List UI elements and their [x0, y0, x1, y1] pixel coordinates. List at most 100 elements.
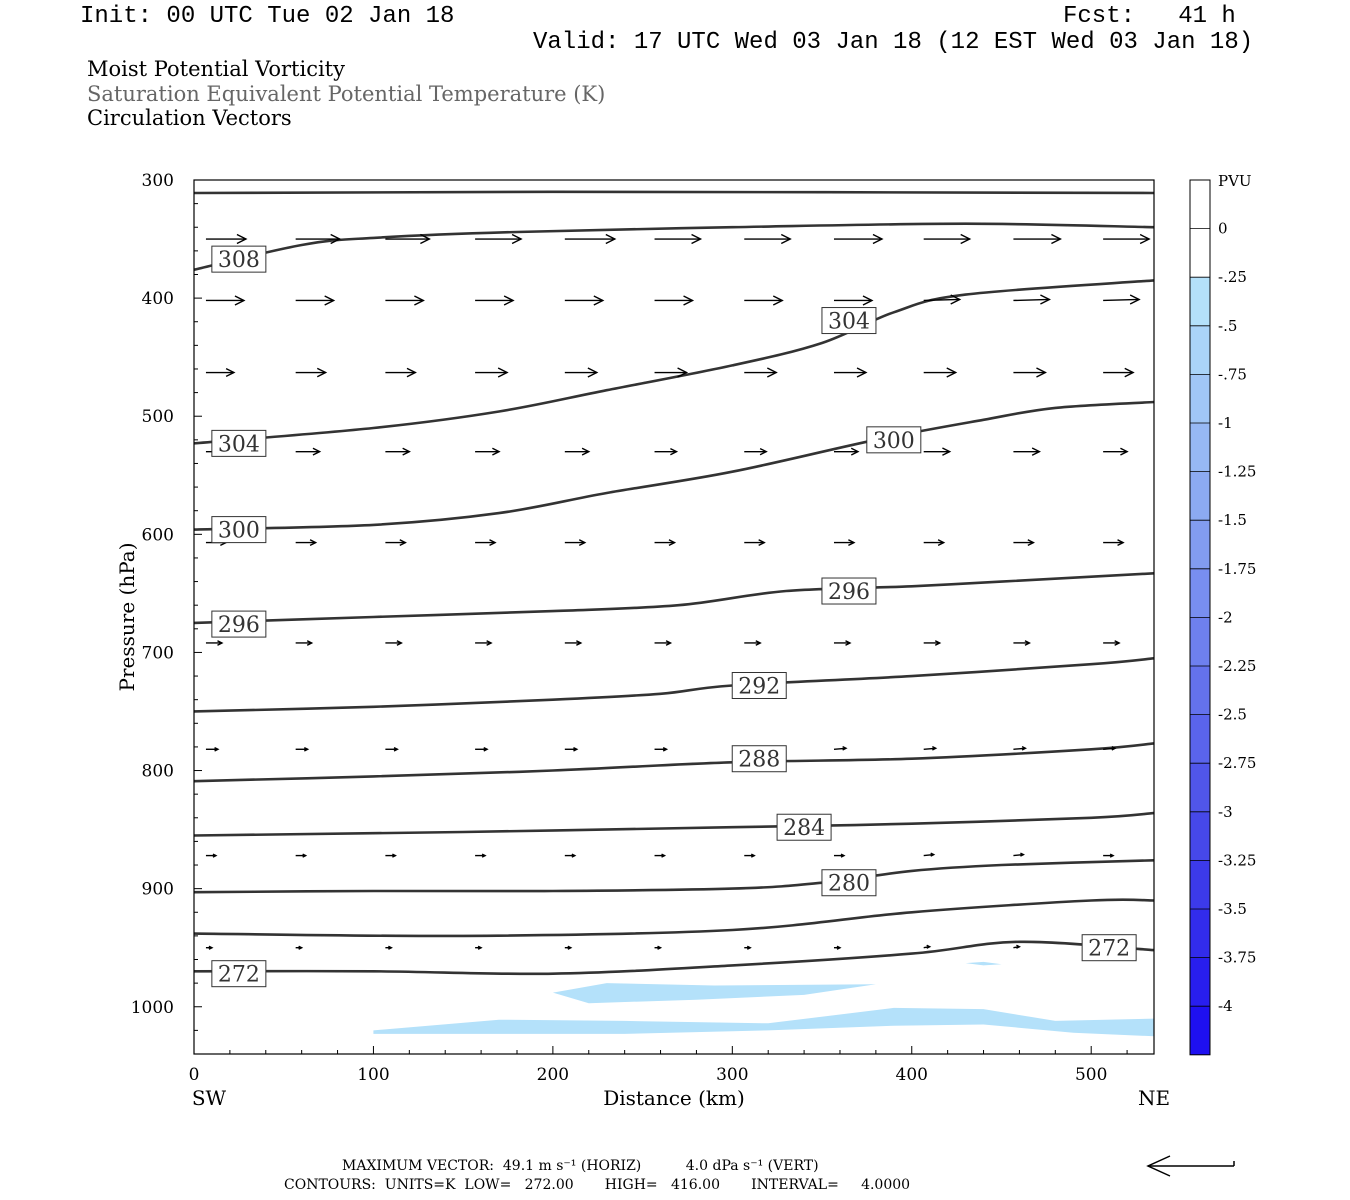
x-tick-label: 0 — [189, 1065, 200, 1085]
vector-head — [312, 447, 322, 456]
contour-label-box — [211, 245, 267, 273]
vector-head — [481, 853, 487, 858]
contour-label-272: 272 — [1081, 934, 1137, 962]
vector-head — [932, 745, 938, 751]
vector-head — [937, 539, 946, 547]
circulation-vector — [923, 944, 932, 949]
colorbar-label: 0 — [1218, 220, 1228, 238]
x-axis-label: Distance (km) — [603, 1086, 745, 1110]
title-theta-es: Saturation Equivalent Potential Temperat… — [87, 82, 606, 106]
colorbar-swatch — [1190, 228, 1210, 278]
circulation-vector — [923, 640, 942, 646]
vector-head — [214, 746, 220, 752]
colorbar-label: -3 — [1218, 803, 1233, 821]
colorbar-swatch — [1190, 957, 1210, 1007]
vector-head — [578, 539, 587, 547]
forecast-hour: Fcst: 41 h — [1063, 3, 1236, 30]
contour-276 — [194, 898, 1154, 938]
circulation-vector — [1013, 745, 1027, 751]
vector-head — [836, 945, 842, 950]
colorbar-swatch — [1190, 1006, 1210, 1055]
contour-292 — [194, 657, 1154, 713]
x-tick-label: 200 — [537, 1065, 569, 1085]
vector-head — [668, 539, 677, 547]
x-tick-label: 500 — [1075, 1065, 1107, 1085]
colorbar-label: -1 — [1218, 414, 1233, 432]
circulation-vector — [833, 745, 848, 751]
vector-head — [208, 945, 214, 950]
contour-label-280: 280 — [821, 869, 877, 897]
vector-head — [1139, 233, 1151, 245]
circulation-vector — [475, 447, 501, 456]
vector-head — [489, 539, 497, 547]
contour-284 — [194, 811, 1154, 837]
contour-label-text: 288 — [738, 748, 780, 773]
circulation-vector — [1103, 367, 1135, 378]
circulation-vector — [1013, 294, 1051, 305]
colorbar-swatch — [1190, 909, 1210, 958]
circulation-vector — [385, 295, 425, 306]
circulation-vector — [205, 853, 218, 858]
circulation-vector — [923, 447, 952, 456]
circulation-vector — [744, 640, 762, 646]
vector-head — [1111, 745, 1117, 751]
colorbar-label: -.25 — [1218, 268, 1247, 286]
vector-head — [1120, 447, 1129, 456]
vector-head — [842, 745, 848, 751]
contour-label-text: 304 — [218, 432, 260, 457]
contour-label-box — [211, 610, 267, 638]
pv-shaded-region — [552, 983, 876, 1004]
circulation-vector — [833, 367, 868, 378]
x-tick-label: 300 — [716, 1065, 748, 1085]
vector-head — [396, 640, 403, 646]
contour-label-text: 296 — [218, 613, 260, 638]
contour-label-box — [211, 516, 267, 544]
circulation-vector — [923, 852, 936, 857]
vector-head — [324, 295, 336, 306]
vector-head — [1117, 539, 1125, 547]
contour-labels: 272 272 280 284 288 292 296 296 300 300 304 304 308 — [211, 245, 1137, 988]
contour-label-text: 280 — [828, 872, 870, 897]
circulation-vector — [564, 746, 579, 752]
pv-shaded-region — [373, 1007, 1154, 1037]
colorbar-label: -2.25 — [1218, 657, 1256, 675]
vector-head — [665, 640, 673, 646]
colorbar-label: -4 — [1218, 997, 1233, 1015]
circulation-vector — [1013, 944, 1021, 949]
circulation-vector — [564, 539, 587, 547]
y-tick-label: 300 — [142, 171, 174, 191]
x-end-label-sw: SW — [192, 1086, 227, 1110]
colorbar-swatch — [1190, 714, 1210, 764]
circulation-vector — [923, 539, 946, 547]
circulation-vector — [1013, 233, 1062, 245]
circulation-vector — [1013, 539, 1035, 547]
pv-shaded-region — [965, 961, 1002, 966]
contour-label-box — [821, 577, 877, 605]
vector-head — [926, 944, 932, 949]
vector-head — [746, 945, 752, 950]
vector-head — [298, 945, 304, 950]
circulation-vector — [654, 295, 695, 306]
vector-head — [316, 367, 328, 378]
y-tick-label: 700 — [142, 643, 174, 663]
circulation-vector — [744, 367, 778, 378]
contour-label-288: 288 — [731, 745, 787, 773]
circulation-vector — [654, 945, 663, 950]
circulation-vector — [475, 233, 523, 245]
vector-head — [691, 233, 703, 245]
vector-head — [750, 853, 756, 858]
vector-head — [593, 295, 605, 306]
colorbar-unit: PVU — [1218, 172, 1252, 190]
y-tick-label: 1000 — [131, 998, 174, 1018]
vector-head — [225, 367, 236, 378]
circulation-vector — [295, 945, 304, 950]
circulation-vector — [744, 447, 768, 456]
circulation-vector — [654, 746, 669, 752]
vector-head — [605, 233, 617, 245]
vector-head — [483, 746, 489, 752]
reference-vector-arrow — [1146, 1155, 1235, 1177]
circulation-vector — [295, 295, 336, 306]
colorbar-swatch — [1190, 520, 1210, 569]
vector-head — [587, 367, 599, 378]
circulation-vector — [475, 640, 493, 646]
